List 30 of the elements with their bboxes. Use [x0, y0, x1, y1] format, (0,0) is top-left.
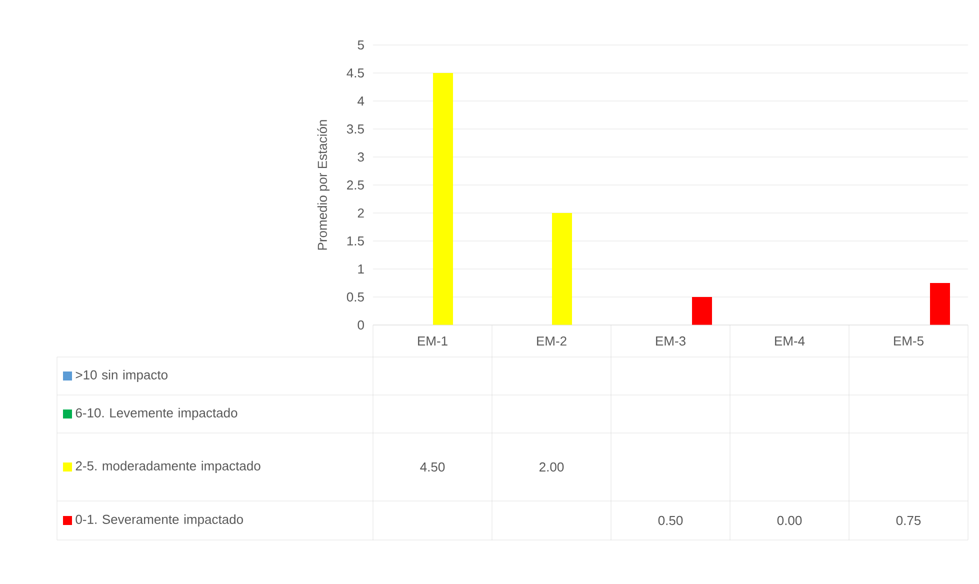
legend-label: 0-1. Severamente impactado	[76, 514, 243, 527]
legend-label: >10 sin impacto	[76, 370, 168, 382]
y-tick-label: 0	[358, 320, 364, 330]
legend-label: 2-5. moderadamente impactado	[76, 460, 260, 474]
y-tick-label: 0.5	[346, 292, 364, 302]
x-tick-label: EM-3	[656, 336, 686, 346]
data-label: 0.00	[777, 516, 802, 526]
data-label: 0.50	[658, 516, 683, 526]
data-label: 4.50	[420, 462, 445, 472]
y-axis-title: Promedio por Estación	[317, 120, 330, 250]
bar	[930, 283, 950, 325]
y-tick-label: 4.5	[346, 68, 364, 78]
y-tick-label: 1	[358, 264, 364, 274]
bar	[552, 213, 572, 325]
y-tick-label: 2.5	[347, 180, 364, 190]
bar	[433, 72, 454, 325]
data-label: 0.75	[896, 516, 921, 526]
x-tick-label: EM-2	[537, 336, 566, 346]
x-tick-label: EM-5	[894, 336, 924, 346]
y-tick-label: 4	[358, 96, 364, 106]
x-tick-label: EM-4	[775, 336, 805, 346]
data-label: 2.00	[540, 462, 564, 472]
bar	[692, 297, 712, 325]
y-tick-label: 3	[358, 152, 364, 162]
y-tick-label: 5	[358, 40, 364, 50]
x-tick-label: EM-1	[418, 336, 448, 346]
legend-label: 6-10. Levemente impactado	[76, 408, 238, 420]
y-tick-label: 2	[358, 208, 364, 218]
y-tick-label: 3.5	[346, 124, 364, 134]
y-tick-label: 1.5	[347, 236, 364, 246]
